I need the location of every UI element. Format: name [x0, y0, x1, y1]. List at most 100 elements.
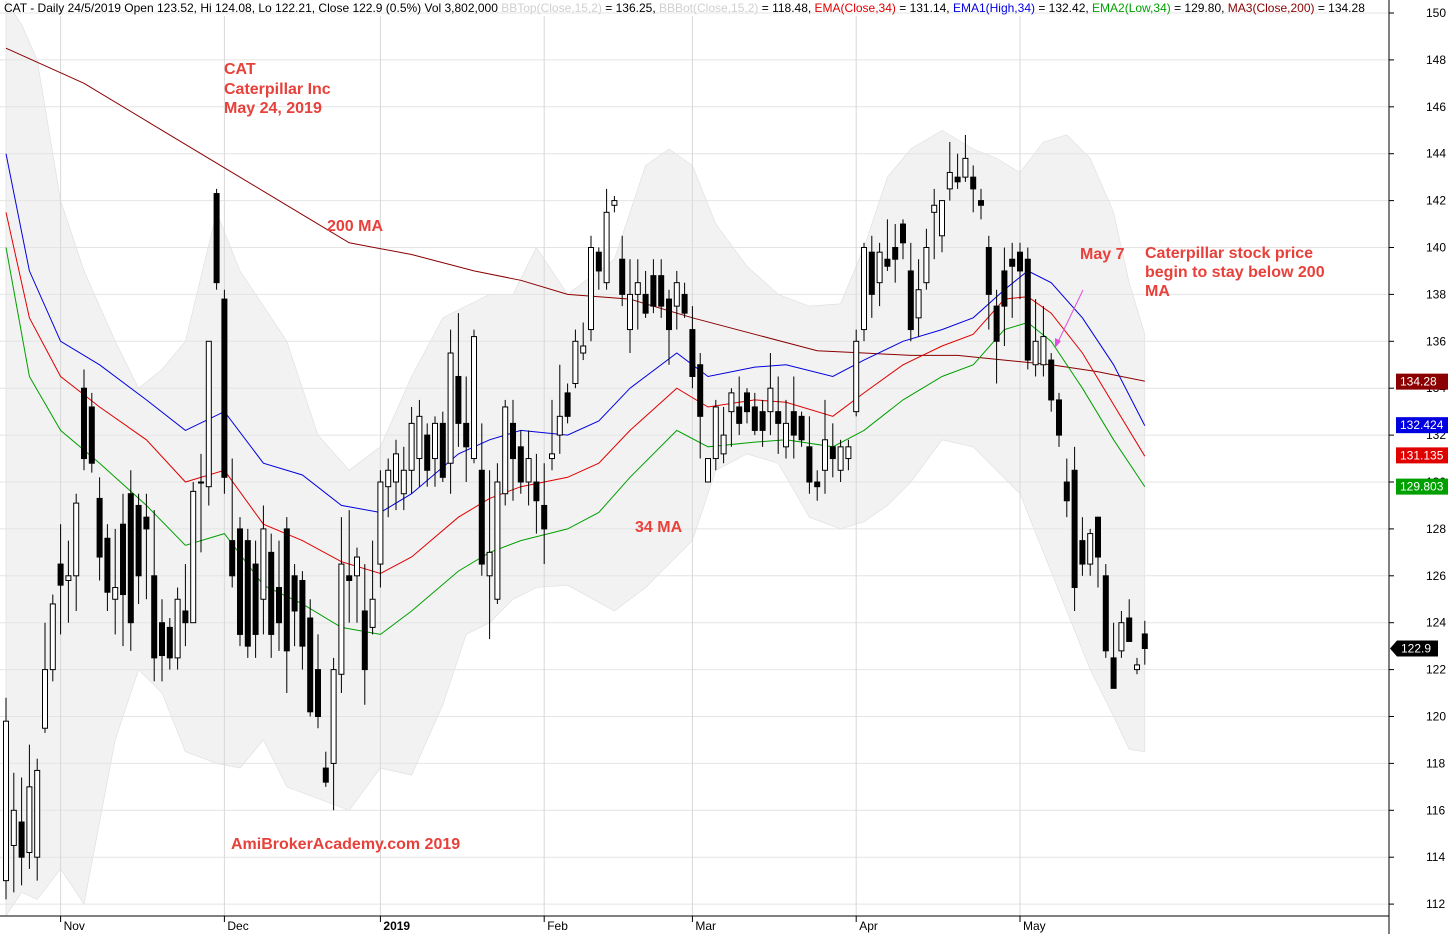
- candle-body: [556, 415, 563, 436]
- y-tick-label: 122: [1426, 663, 1446, 677]
- candle-body: [10, 809, 17, 846]
- candle-body: [447, 352, 454, 464]
- candle-body: [221, 298, 228, 478]
- candle-body: [533, 481, 540, 502]
- candle-body: [244, 540, 251, 647]
- series-line: [5, 153, 1146, 514]
- candle-body: [26, 786, 33, 854]
- candle-body: [1071, 469, 1078, 589]
- candle-body: [954, 176, 961, 183]
- header-segment: EMA2(Low,34): [1092, 1, 1171, 15]
- candle-body: [1126, 617, 1133, 642]
- candle-body: [393, 453, 399, 483]
- candle-body: [229, 540, 236, 577]
- candle-body: [650, 275, 657, 307]
- candle-body: [744, 392, 750, 413]
- candle-body: [291, 575, 298, 612]
- candle-body: [252, 563, 259, 635]
- candle-body: [299, 579, 306, 647]
- candle-body: [705, 458, 711, 483]
- note-annotation: Caterpillar stock price begin to stay be…: [1145, 245, 1325, 300]
- candle-body: [455, 375, 462, 424]
- y-tick-label: 126: [1426, 569, 1446, 583]
- candle-body: [338, 563, 345, 675]
- candle-body: [502, 406, 509, 495]
- candle-body: [822, 439, 828, 471]
- candle-body: [377, 481, 384, 565]
- candle-body: [166, 626, 173, 659]
- candle-body: [190, 490, 197, 624]
- header-segment: BBTop(Close,15,2): [501, 1, 602, 15]
- candle-body: [432, 422, 438, 460]
- candle-body: [939, 200, 945, 237]
- y-tick-label: 112: [1426, 897, 1445, 911]
- candle-body: [494, 481, 501, 600]
- y-tick-label: 118: [1426, 756, 1445, 770]
- candle-body: [1024, 258, 1031, 361]
- candle-body: [322, 767, 329, 783]
- y-tick-label: 142: [1426, 194, 1446, 208]
- price-tag: [1396, 373, 1448, 390]
- candle-body: [751, 406, 758, 431]
- x-tick-label: Mar: [695, 919, 716, 933]
- candle-body: [642, 293, 649, 314]
- price-tag-label: 131.135: [1400, 448, 1444, 462]
- candle-body: [673, 282, 680, 307]
- y-tick-label: 116: [1426, 803, 1445, 817]
- ma200-label: 200 MA: [327, 218, 383, 235]
- candle-body: [510, 422, 516, 460]
- x-tick-label: Nov: [64, 919, 85, 933]
- candle-body: [276, 587, 282, 624]
- candle-body: [1095, 516, 1101, 558]
- candle-body: [634, 282, 641, 295]
- x-tick-label: Apr: [859, 919, 878, 933]
- header-segment: = 131.14,: [896, 1, 953, 15]
- candle-body: [619, 258, 626, 295]
- candle-body: [307, 617, 314, 713]
- candle-body: [1087, 533, 1094, 565]
- candle-body: [205, 340, 212, 488]
- x-tick-label: 2019: [383, 919, 410, 933]
- candle-body: [736, 406, 743, 424]
- candle-body: [720, 434, 727, 455]
- candle-body: [978, 200, 984, 206]
- candle-body: [1032, 340, 1039, 366]
- candle-body: [564, 392, 571, 417]
- candle-body: [845, 446, 852, 460]
- y-tick-label: 144: [1426, 147, 1446, 161]
- candle-body: [1048, 359, 1055, 401]
- candle-body: [689, 329, 696, 377]
- candle-body: [424, 434, 431, 471]
- candle-body: [1079, 540, 1086, 565]
- candle-body: [283, 528, 290, 652]
- candle-body: [1110, 657, 1117, 689]
- may7-arrow-head: [1055, 338, 1061, 348]
- candle-body: [900, 223, 906, 244]
- watermark: AmiBrokerAcademy.com 2019: [231, 836, 460, 853]
- candle-body: [1017, 251, 1023, 272]
- candle-body: [806, 446, 813, 483]
- candle-body: [603, 211, 610, 284]
- candle-body: [88, 406, 95, 464]
- candle-body: [174, 598, 181, 659]
- note-line-3: MA: [1145, 283, 1170, 300]
- candle-body: [3, 720, 9, 882]
- note-line-2: begin to stay below 200: [1145, 264, 1325, 281]
- candle-body: [112, 587, 119, 600]
- candle-body: [463, 422, 470, 448]
- candle-body: [931, 204, 938, 213]
- candle-body: [666, 298, 672, 331]
- price-tag: [1396, 447, 1448, 464]
- candle-body: [853, 340, 860, 413]
- candle-body: [96, 497, 103, 558]
- candle-body: [541, 504, 548, 530]
- bollinger-band-layer: [5, 0, 1146, 917]
- candle-body: [962, 157, 969, 178]
- y-tick-label: 148: [1426, 53, 1446, 67]
- candlestick-layer: [3, 134, 1148, 900]
- candle-body: [57, 563, 64, 586]
- candle-body: [151, 575, 158, 659]
- candle-body: [127, 493, 134, 624]
- candle-body: [783, 422, 789, 448]
- y-tick-label: 150: [1426, 6, 1446, 20]
